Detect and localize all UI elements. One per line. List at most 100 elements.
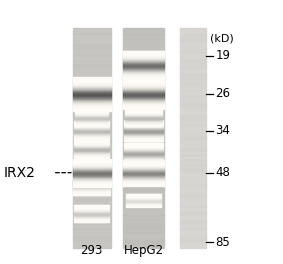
- Bar: [123, 107, 164, 109]
- Bar: [123, 246, 164, 248]
- Bar: [180, 61, 206, 63]
- Bar: [74, 132, 109, 133]
- Bar: [72, 178, 111, 179]
- Bar: [123, 59, 164, 60]
- Bar: [72, 166, 111, 167]
- Bar: [123, 123, 164, 125]
- Bar: [124, 147, 163, 148]
- Bar: [72, 180, 111, 182]
- Bar: [74, 179, 110, 180]
- Bar: [123, 120, 164, 121]
- Text: (kD): (kD): [210, 34, 234, 44]
- Bar: [123, 79, 164, 81]
- Bar: [180, 79, 206, 81]
- Bar: [74, 158, 109, 159]
- Bar: [180, 116, 206, 118]
- Bar: [75, 124, 108, 125]
- Bar: [123, 140, 164, 142]
- Bar: [72, 74, 111, 76]
- Bar: [74, 143, 109, 144]
- Bar: [72, 121, 111, 123]
- Bar: [180, 207, 206, 209]
- Bar: [72, 94, 111, 95]
- Bar: [123, 174, 164, 175]
- Bar: [72, 99, 111, 100]
- Bar: [72, 103, 111, 104]
- Bar: [180, 140, 206, 142]
- Bar: [180, 36, 206, 37]
- Bar: [123, 50, 164, 52]
- Text: 34: 34: [216, 124, 230, 137]
- Bar: [123, 88, 164, 90]
- Bar: [74, 128, 109, 129]
- Bar: [123, 92, 164, 93]
- Bar: [123, 171, 164, 172]
- Bar: [74, 152, 109, 153]
- Bar: [180, 81, 206, 83]
- Bar: [72, 50, 111, 52]
- Bar: [123, 207, 164, 209]
- Bar: [124, 123, 163, 124]
- Bar: [72, 237, 111, 238]
- Bar: [72, 176, 111, 177]
- Bar: [124, 120, 163, 121]
- Bar: [123, 60, 164, 61]
- Bar: [123, 211, 164, 213]
- Bar: [72, 56, 111, 58]
- Bar: [123, 61, 164, 63]
- Bar: [123, 94, 164, 95]
- Bar: [123, 69, 164, 70]
- Bar: [180, 145, 206, 147]
- Bar: [124, 134, 163, 135]
- Bar: [72, 70, 111, 72]
- Bar: [72, 163, 111, 165]
- Bar: [125, 113, 162, 114]
- Bar: [123, 133, 164, 134]
- Bar: [123, 103, 164, 105]
- Bar: [123, 111, 164, 112]
- Bar: [123, 43, 164, 45]
- Bar: [123, 169, 164, 171]
- Bar: [123, 181, 164, 182]
- Bar: [124, 163, 163, 164]
- Bar: [123, 167, 164, 169]
- Bar: [123, 62, 164, 63]
- Bar: [125, 114, 162, 115]
- Bar: [123, 106, 164, 107]
- Bar: [180, 92, 206, 94]
- Bar: [180, 216, 206, 218]
- Bar: [180, 244, 206, 246]
- Bar: [123, 138, 164, 140]
- Bar: [123, 80, 164, 81]
- Bar: [72, 85, 111, 87]
- Bar: [74, 212, 109, 213]
- Bar: [72, 65, 111, 67]
- Bar: [75, 116, 108, 117]
- Bar: [72, 205, 111, 207]
- Bar: [123, 209, 164, 211]
- Bar: [125, 110, 162, 111]
- Bar: [180, 158, 206, 160]
- Bar: [74, 147, 109, 148]
- Bar: [123, 165, 164, 167]
- Bar: [123, 66, 164, 67]
- Bar: [124, 158, 163, 159]
- Bar: [123, 32, 164, 34]
- Bar: [72, 133, 111, 134]
- Bar: [180, 187, 206, 189]
- Bar: [124, 160, 163, 161]
- Bar: [123, 145, 164, 147]
- Bar: [72, 106, 111, 107]
- Bar: [72, 164, 111, 165]
- Bar: [180, 94, 206, 96]
- Bar: [72, 105, 111, 107]
- Bar: [72, 246, 111, 248]
- Bar: [123, 163, 164, 165]
- Bar: [123, 177, 164, 178]
- Bar: [74, 213, 109, 214]
- Bar: [123, 173, 164, 175]
- Bar: [180, 229, 206, 231]
- Bar: [180, 120, 206, 121]
- Bar: [72, 154, 111, 156]
- Bar: [72, 129, 111, 131]
